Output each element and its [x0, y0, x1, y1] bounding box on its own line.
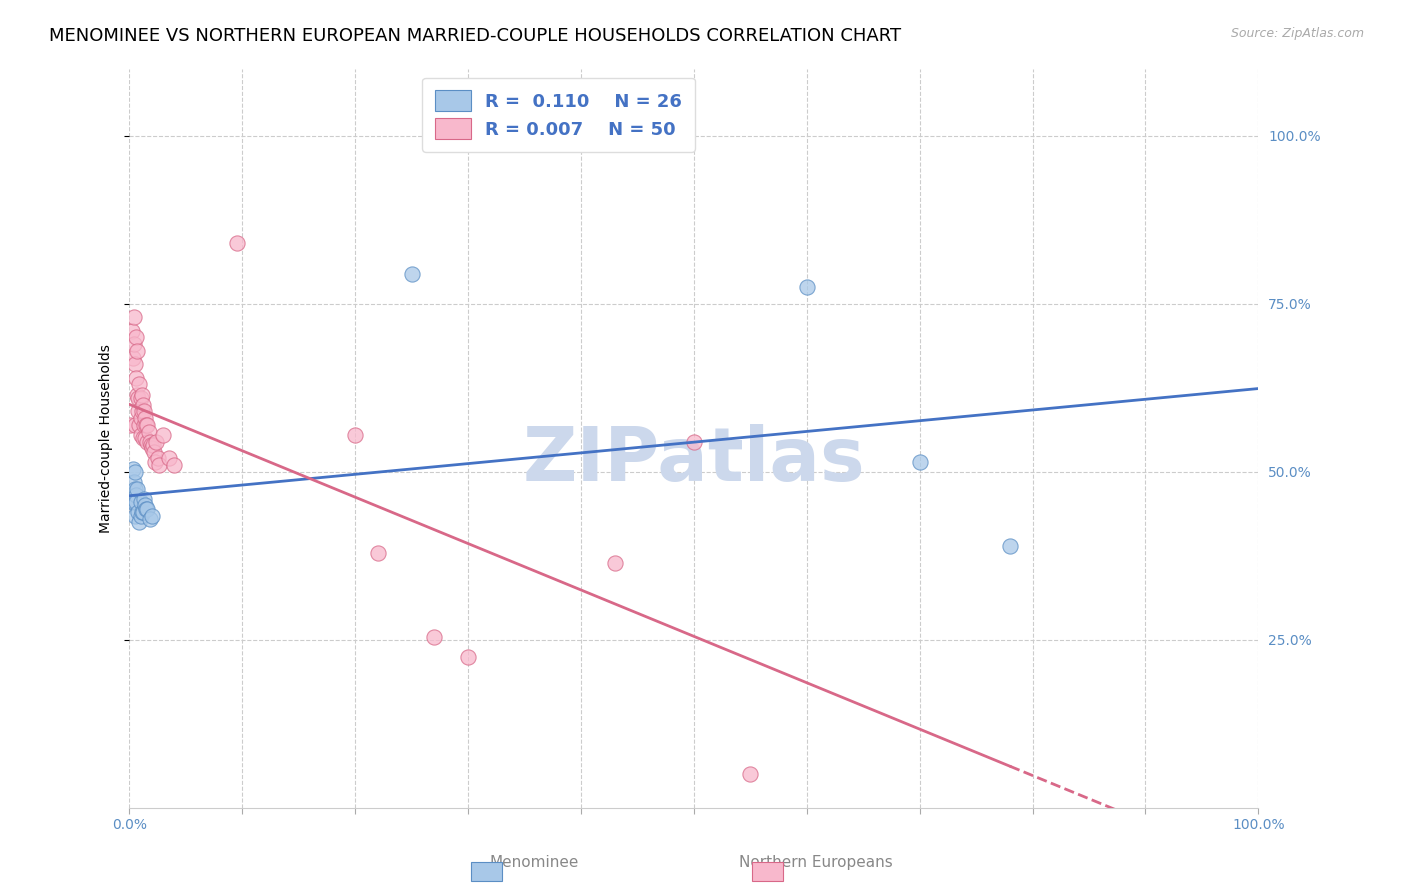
Point [122, 337, 145, 351]
Point [141, 442, 163, 456]
Point [127, 404, 149, 418]
Point [128, 377, 150, 392]
Point [129, 495, 152, 509]
Text: MENOMINEE VS NORTHERN EUROPEAN MARRIED-COUPLE HOUSEHOLDS CORRELATION CHART: MENOMINEE VS NORTHERN EUROPEAN MARRIED-C… [49, 27, 901, 45]
Point [401, 267, 423, 281]
Point [121, 324, 143, 338]
Point [129, 391, 152, 405]
Point [134, 431, 156, 445]
Point [908, 455, 931, 469]
Point [157, 451, 180, 466]
Point [124, 482, 146, 496]
Point [138, 425, 160, 439]
Text: ZIPatlas: ZIPatlas [523, 424, 865, 497]
Point [124, 357, 146, 371]
Point [457, 649, 479, 664]
Point [135, 501, 157, 516]
Point [132, 417, 155, 432]
Point [128, 417, 150, 432]
Point [121, 461, 143, 475]
Point [132, 398, 155, 412]
Point [134, 411, 156, 425]
Point [125, 370, 148, 384]
Point [121, 495, 143, 509]
Point [143, 455, 166, 469]
Point [122, 310, 145, 325]
Point [152, 428, 174, 442]
Point [129, 508, 152, 523]
Legend: R =  0.110    N = 26, R = 0.007    N = 50: R = 0.110 N = 26, R = 0.007 N = 50 [422, 78, 695, 152]
Point [136, 501, 159, 516]
Point [423, 630, 446, 644]
Point [603, 556, 626, 570]
Point [125, 495, 148, 509]
Point [796, 280, 818, 294]
Point [344, 428, 367, 442]
Text: Northern Europeans: Northern Europeans [738, 855, 893, 870]
Point [682, 434, 704, 449]
Y-axis label: Married-couple Households: Married-couple Households [100, 343, 114, 533]
Point [132, 491, 155, 506]
Point [136, 417, 159, 432]
Point [134, 499, 156, 513]
Point [129, 411, 152, 425]
Point [125, 488, 148, 502]
Point [128, 516, 150, 530]
Point [138, 512, 160, 526]
Point [139, 438, 162, 452]
Point [132, 505, 155, 519]
Point [131, 387, 153, 401]
Point [135, 417, 157, 432]
Text: Menominee: Menominee [489, 855, 579, 870]
Point [124, 508, 146, 523]
Point [127, 343, 149, 358]
Point [136, 434, 159, 449]
Point [141, 508, 163, 523]
Point [127, 387, 149, 401]
Point [740, 767, 762, 781]
Point [146, 451, 169, 466]
Text: Source: ZipAtlas.com: Source: ZipAtlas.com [1230, 27, 1364, 40]
Point [121, 351, 143, 365]
Point [132, 431, 155, 445]
Point [367, 545, 389, 559]
Point [125, 330, 148, 344]
Point [143, 444, 166, 458]
Point [131, 505, 153, 519]
Point [163, 458, 186, 472]
Point [145, 434, 167, 449]
Point [127, 482, 149, 496]
Point [124, 465, 146, 479]
Point [998, 539, 1021, 553]
Point [127, 391, 149, 405]
Point [225, 236, 247, 251]
Point [120, 417, 142, 432]
Point [142, 438, 165, 452]
Point [129, 428, 152, 442]
Point [122, 495, 145, 509]
Point [132, 404, 155, 418]
Point [131, 404, 153, 418]
Point [127, 505, 149, 519]
Point [138, 434, 160, 449]
Point [148, 458, 170, 472]
Point [122, 475, 145, 489]
Point [124, 417, 146, 432]
